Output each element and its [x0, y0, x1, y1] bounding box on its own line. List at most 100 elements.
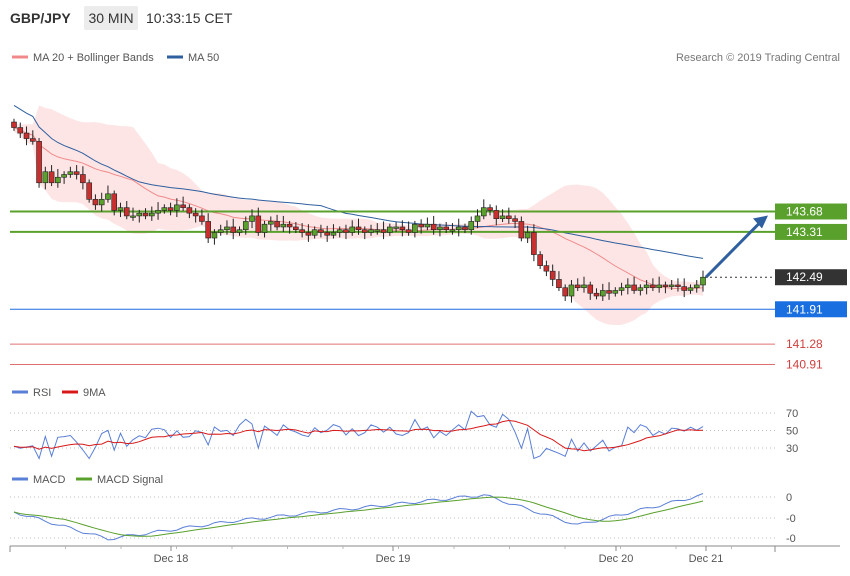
- symbol-label: GBP/JPY: [10, 10, 71, 26]
- candle-body: [399, 226, 406, 231]
- candle-body: [224, 226, 230, 231]
- copyright-label: Research © 2019 Trading Central: [676, 52, 840, 64]
- candle-body: [155, 210, 161, 214]
- candle-body: [412, 223, 418, 233]
- projection-arrow: [704, 219, 764, 279]
- candle-body: [543, 265, 550, 272]
- candle-body: [556, 279, 562, 289]
- candle-body: [274, 221, 280, 228]
- candle-body: [455, 226, 462, 231]
- candle-body: [299, 229, 305, 233]
- candle-body: [305, 232, 312, 236]
- candle-body: [23, 132, 30, 139]
- candle-body: [192, 212, 199, 217]
- level-label-4: 141.28: [786, 337, 823, 351]
- candle-body: [255, 215, 262, 233]
- projection-arrow-head: [753, 215, 768, 229]
- ma50-line: [13, 104, 704, 259]
- macd-tick-1: -0: [786, 513, 796, 525]
- legend-ma20-label: MA 20 + Bollinger Bands: [33, 52, 154, 64]
- candle-body: [449, 229, 456, 232]
- candle-body: [211, 232, 218, 239]
- level-tag-3: [775, 301, 847, 318]
- candle-body: [174, 204, 180, 211]
- candle-body: [249, 215, 255, 222]
- legend-macd-signal-label: MACD Signal: [97, 474, 163, 486]
- candle-body: [568, 284, 575, 297]
- candle-body: [506, 215, 512, 219]
- candle-body: [650, 284, 656, 289]
- level-tag-0: [775, 203, 847, 220]
- candle-body: [612, 290, 619, 294]
- candle-body: [361, 229, 368, 233]
- candle-body: [625, 284, 631, 289]
- level-label-1: 143.31: [786, 225, 823, 239]
- candle-body: [55, 176, 61, 184]
- candle-body: [17, 127, 24, 134]
- candle-body: [161, 207, 168, 211]
- candle-body: [537, 254, 543, 266]
- candle-body: [123, 207, 130, 217]
- macd-tick-2: -0: [786, 533, 796, 545]
- candle-body: [437, 226, 443, 231]
- candle-body: [662, 284, 669, 287]
- candle-body: [36, 141, 42, 184]
- candle-body: [562, 287, 569, 297]
- candle-body: [268, 221, 274, 225]
- candle-body: [105, 193, 111, 200]
- candle-body: [675, 284, 681, 287]
- chart-header: GBP/JPY 30 MIN 10:33:15 CET: [0, 0, 850, 36]
- candle-body: [418, 223, 424, 228]
- candle-body: [468, 221, 475, 231]
- candle-body: [261, 223, 268, 233]
- candle-body: [42, 171, 49, 184]
- candle-body: [92, 199, 99, 206]
- timeframe-selector[interactable]: 30 MIN: [84, 6, 138, 30]
- candle-body: [136, 212, 143, 217]
- candle-body: [693, 284, 700, 289]
- x-tick-label: Dec 20: [599, 553, 634, 565]
- rsi-line: [13, 410, 704, 460]
- x-tick-label: Dec 18: [154, 553, 189, 565]
- macd-signal-line: [13, 496, 704, 537]
- candle-body: [242, 221, 249, 231]
- level-label-2: 142.49: [786, 270, 823, 284]
- candle-body: [67, 171, 74, 175]
- level-tag-1: [775, 223, 847, 240]
- candle-body: [549, 270, 556, 280]
- legend-rsi-ma-label: 9MA: [83, 387, 106, 399]
- candle-body: [393, 226, 399, 229]
- candle-body: [217, 229, 224, 233]
- candle-body: [574, 284, 581, 289]
- candle-body: [293, 226, 299, 231]
- candle-body: [474, 215, 481, 222]
- candle-body: [643, 284, 650, 289]
- candle-body: [73, 171, 80, 175]
- candle-body: [167, 207, 174, 211]
- candle-body: [531, 232, 537, 255]
- candle-body: [343, 229, 349, 233]
- candle-body: [29, 138, 36, 142]
- candle-body: [462, 226, 468, 231]
- candle-body: [11, 121, 17, 128]
- candle-body: [424, 223, 431, 228]
- candle-body: [487, 207, 493, 211]
- candle-body: [480, 207, 487, 217]
- level-label-3: 141.91: [786, 302, 823, 316]
- rsi-tick-30: 30: [786, 443, 798, 455]
- candle-body: [631, 284, 637, 291]
- candle-body: [593, 292, 600, 297]
- candle-body: [368, 229, 374, 233]
- macd-line: [13, 493, 704, 541]
- x-tick-label: Dec 19: [376, 553, 411, 565]
- candle-body: [668, 284, 675, 287]
- candle-body: [48, 171, 55, 184]
- candle-body: [61, 174, 67, 178]
- candle-body: [349, 226, 356, 233]
- candle-body: [98, 199, 105, 206]
- candle-body: [518, 221, 525, 239]
- candle-body: [380, 229, 387, 233]
- candle-body: [324, 232, 330, 236]
- candle-body: [142, 212, 149, 217]
- candle-body: [374, 229, 381, 232]
